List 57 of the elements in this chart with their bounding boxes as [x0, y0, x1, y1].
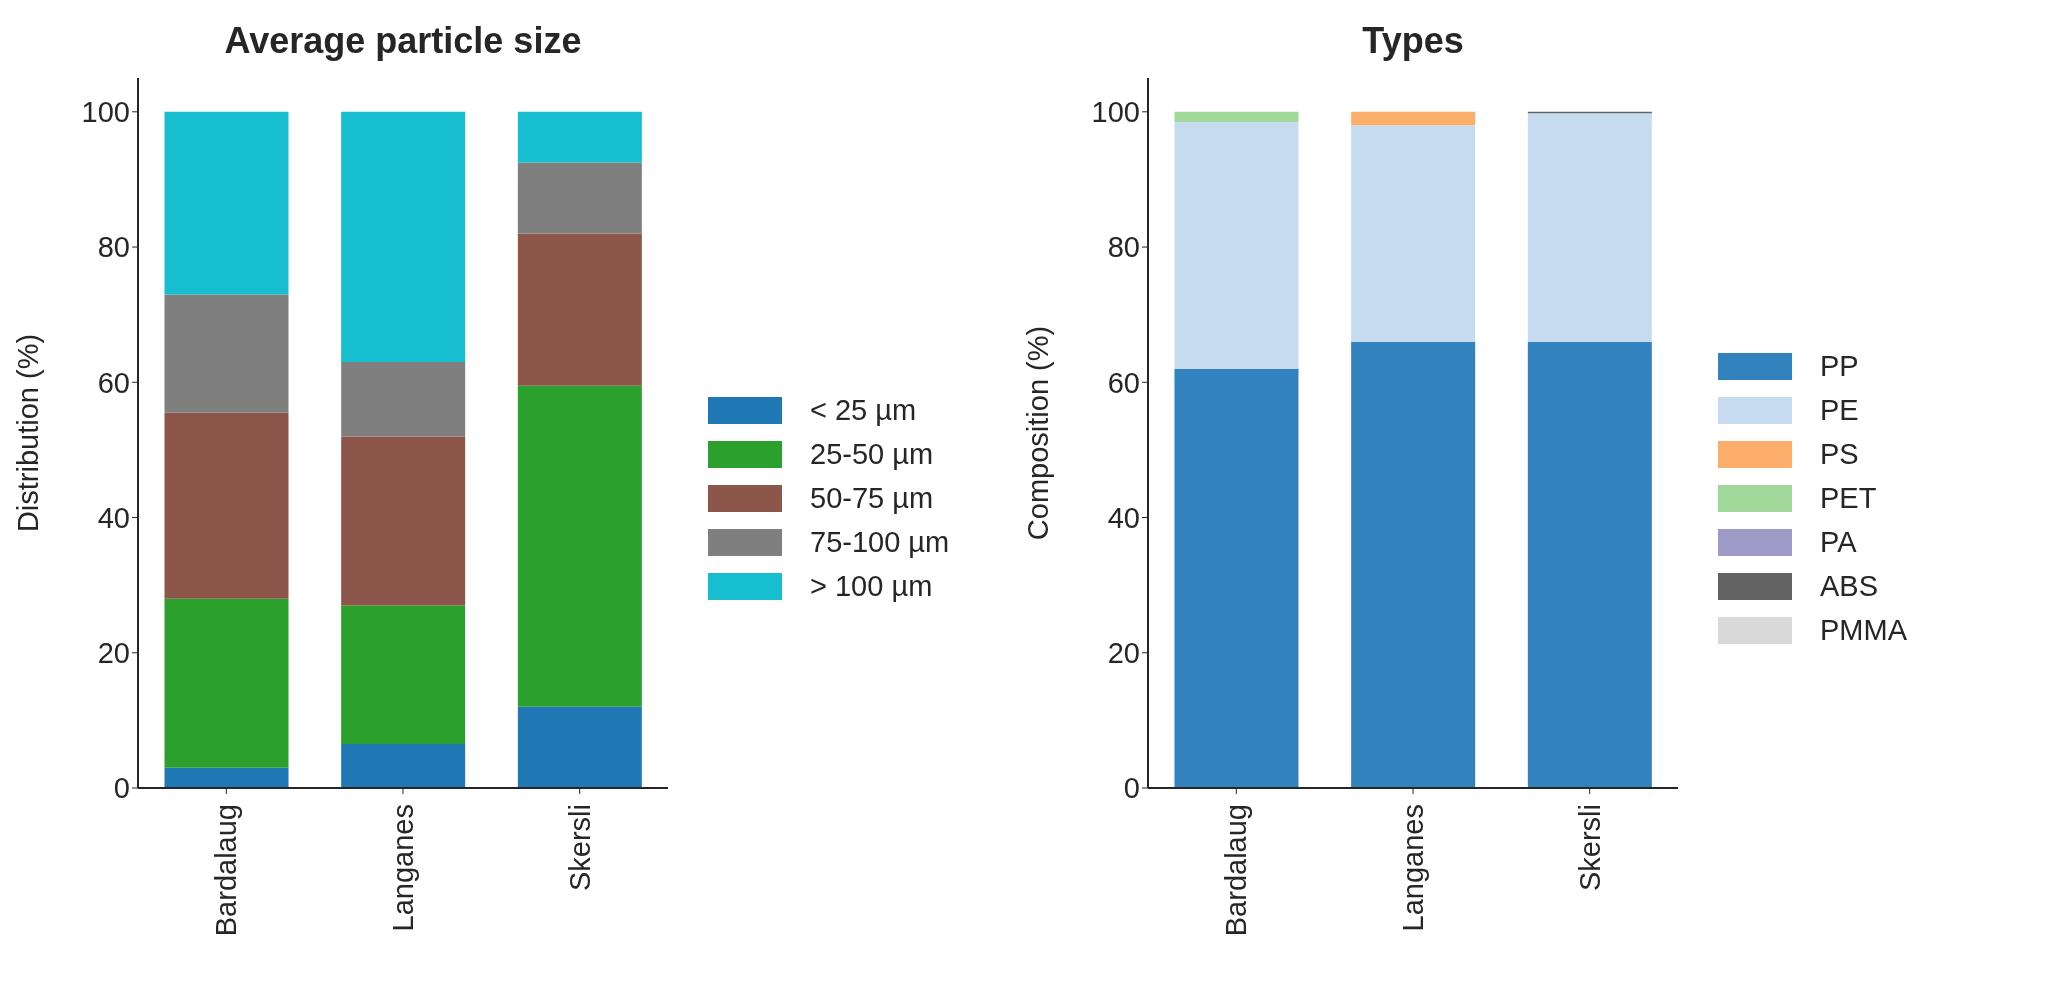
bar [1351, 341, 1476, 788]
bar [341, 744, 466, 788]
x-tick-label: Skersli [1573, 804, 1606, 892]
legend-label: 25-50 µm [810, 437, 934, 471]
y-tick-label: 20 [1107, 637, 1140, 670]
bar [164, 111, 289, 295]
bar [1174, 111, 1299, 122]
y-tick-label: 40 [1107, 501, 1140, 534]
y-tick-label: 60 [97, 366, 130, 399]
y-tick-label: 100 [1091, 96, 1140, 129]
x-tick-label: Skersli [563, 804, 596, 892]
y-tick-label: 40 [97, 501, 130, 534]
legend-label: PP [1820, 349, 1859, 383]
y-tick-label: 20 [97, 637, 130, 670]
bar [164, 598, 289, 768]
y-tick-label: 60 [1107, 366, 1140, 399]
x-tick-label: Langanes [1397, 804, 1429, 932]
legend-label: > 100 µm [810, 569, 933, 603]
legend-label: < 25 µm [810, 393, 917, 427]
bar [164, 767, 289, 788]
legend-label: PE [1820, 393, 1859, 427]
y-tick-label: 0 [113, 772, 130, 805]
bar [517, 111, 642, 163]
bar [1527, 113, 1652, 342]
bar [341, 436, 466, 606]
bar [164, 294, 289, 413]
bar [341, 605, 466, 745]
y-tick-label: 100 [81, 96, 130, 129]
legend-label: PA [1820, 525, 1857, 559]
bar [1351, 125, 1476, 342]
x-tick-label: Langanes [387, 804, 419, 932]
legend-label: PS [1820, 437, 1859, 471]
bar [341, 111, 466, 362]
bar [1351, 111, 1476, 126]
legend-label: PMMA [1820, 613, 1907, 647]
bar [517, 162, 642, 234]
x-tick-label: Bardalaug [1220, 804, 1253, 937]
legend-label: ABS [1820, 569, 1879, 603]
y-tick-label: 0 [1123, 772, 1140, 805]
y-tick-label: 80 [1107, 231, 1140, 264]
bar [1174, 121, 1299, 369]
y-axis-title: Composition (%) [1022, 325, 1055, 541]
legend-label: 50-75 µm [810, 481, 934, 515]
bar [1174, 368, 1299, 788]
bar [517, 385, 642, 707]
bar [517, 233, 642, 386]
chart-title: Types [1361, 20, 1465, 62]
bar [341, 362, 466, 437]
bar [164, 412, 289, 599]
legend-label: 75-100 µm [810, 525, 950, 559]
chart-title: Average particle size [223, 20, 583, 62]
bar [517, 706, 642, 788]
bar [1527, 341, 1652, 788]
y-tick-label: 80 [97, 231, 130, 264]
x-tick-label: Bardalaug [210, 804, 243, 937]
y-axis-title: Distribution (%) [12, 333, 45, 533]
legend-label: PET [1820, 481, 1877, 515]
